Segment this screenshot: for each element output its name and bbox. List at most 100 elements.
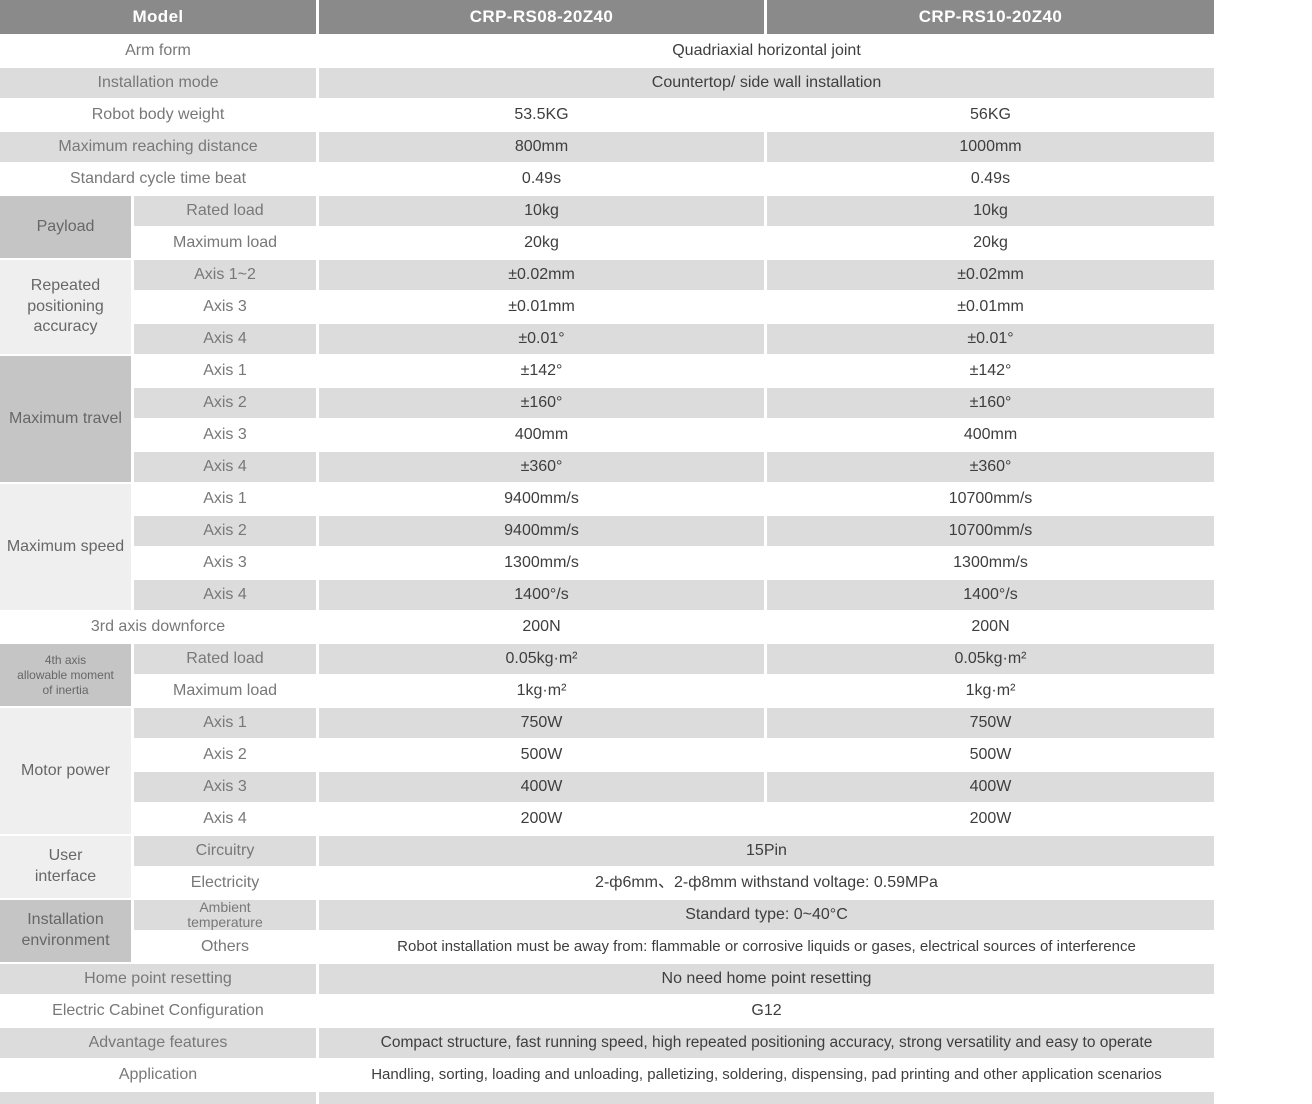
sub-label: Maximum load xyxy=(172,233,278,251)
value-span: Standard type: 0~40°C xyxy=(319,900,1214,930)
value-rs10: ±142° xyxy=(969,361,1012,379)
value-rs10: ±360° xyxy=(767,452,1214,482)
group-label-user-interface: User interface xyxy=(0,836,131,898)
value-rs08: 0.05kg·m² xyxy=(319,644,764,674)
sub-label: Axis 1 xyxy=(203,489,247,507)
value-rs10: 56KG xyxy=(970,105,1011,123)
value-rs10: 1400°/s xyxy=(767,580,1214,610)
group-label-installation-environment: Installation environment xyxy=(0,900,131,962)
group-label-maximum-travel: Maximum travel xyxy=(0,356,131,482)
value-rs10: 1000mm xyxy=(767,132,1214,162)
sub-label: Axis 4 xyxy=(203,809,247,827)
value-rs10: 1300mm/s xyxy=(953,553,1028,571)
sub-label: Axis 4 xyxy=(134,580,316,610)
value-rs08: 53.5KG xyxy=(514,105,569,123)
row-label: Installation mode xyxy=(0,68,316,98)
value-rs08: 800mm xyxy=(319,132,764,162)
value-rs10: ±0.01mm xyxy=(957,297,1024,315)
value-rs10: ±0.02mm xyxy=(767,260,1214,290)
sub-label: Axis 1 xyxy=(134,708,316,738)
value-span: Quadriaxial horizontal joint xyxy=(672,41,861,59)
header-model-cell: Model xyxy=(0,0,316,34)
value-rs08: 10kg xyxy=(319,196,764,226)
value-rs08: 1400°/s xyxy=(319,580,764,610)
value-rs10: 10700mm/s xyxy=(767,516,1214,546)
sub-label: Axis 4 xyxy=(134,452,316,482)
value-rs10: ±0.01° xyxy=(767,324,1214,354)
row-label: Home point resetting xyxy=(0,964,316,994)
partial-row-value-cell xyxy=(319,1092,1214,1104)
value-rs08: ±160° xyxy=(319,388,764,418)
value-rs10: 500W xyxy=(969,745,1012,763)
value-rs10: 1kg·m² xyxy=(965,681,1016,699)
value-rs10: 400W xyxy=(767,772,1214,802)
value-rs10: 20kg xyxy=(973,233,1008,251)
sub-label: Rated load xyxy=(134,644,316,674)
value-rs10: 0.49s xyxy=(970,169,1011,187)
value-rs08: 9400mm/s xyxy=(319,516,764,546)
group-label-repeated-positioning-accuracy: Repeated positioning accuracy xyxy=(0,260,131,354)
value-rs10: 400mm xyxy=(963,425,1018,443)
value-rs08: ±0.01° xyxy=(319,324,764,354)
sub-label: Circuitry xyxy=(134,836,316,866)
group-label-payload: Payload xyxy=(0,196,131,258)
sub-label: Ambient temperature xyxy=(134,900,316,930)
value-span: Handling, sorting, loading and unloading… xyxy=(371,1066,1162,1084)
value-rs08: 750W xyxy=(319,708,764,738)
value-rs10: 750W xyxy=(767,708,1214,738)
row-label: Maximum reaching distance xyxy=(0,132,316,162)
value-rs10: ±160° xyxy=(767,388,1214,418)
value-rs10: 0.05kg·m² xyxy=(767,644,1214,674)
value-rs08: 1300mm/s xyxy=(504,553,579,571)
group-label-maximum-speed: Maximum speed xyxy=(0,484,131,610)
sub-label: Axis 4 xyxy=(134,324,316,354)
value-rs08: ±0.01mm xyxy=(508,297,575,315)
sub-label: Axis 1~2 xyxy=(134,260,316,290)
sub-label: Axis 3 xyxy=(203,297,247,315)
sub-label: Axis 2 xyxy=(203,745,247,763)
group-label-motor-power: Motor power xyxy=(0,708,131,834)
spec-table: Model CRP-RS08-20Z40 CRP-RS10-20Z40 Arm … xyxy=(0,0,1214,1104)
value-rs08: ±0.02mm xyxy=(319,260,764,290)
value-rs08: 200N xyxy=(522,617,561,635)
value-rs08: ±142° xyxy=(520,361,563,379)
row-label: Arm form xyxy=(125,41,191,59)
value-span: Countertop/ side wall installation xyxy=(319,68,1214,98)
sub-label: Axis 1 xyxy=(203,361,247,379)
sub-label: Axis 3 xyxy=(134,772,316,802)
value-rs08: 1kg·m² xyxy=(516,681,567,699)
value-span: 2-ф6mm、2-ф8mm withstand voltage: 0.59MPa xyxy=(595,873,938,891)
value-rs08: ±360° xyxy=(319,452,764,482)
value-rs08: 9400mm/s xyxy=(504,489,579,507)
row-label: Standard cycle time beat xyxy=(69,169,247,187)
value-rs08: 400W xyxy=(319,772,764,802)
value-rs10: 10700mm/s xyxy=(948,489,1033,507)
partial-row-label-cell xyxy=(0,1092,316,1104)
row-label: Electric Cabinet Configuration xyxy=(52,1001,264,1019)
header-model-rs08: CRP-RS08-20Z40 xyxy=(319,0,764,34)
value-rs08: 20kg xyxy=(524,233,559,251)
sub-label: Axis 3 xyxy=(203,553,247,571)
sub-label: Maximum load xyxy=(172,681,278,699)
value-span: 15Pin xyxy=(319,836,1214,866)
value-span: No need home point resetting xyxy=(319,964,1214,994)
value-span: Compact structure, fast running speed, h… xyxy=(319,1028,1214,1058)
value-rs10: 10kg xyxy=(767,196,1214,226)
sub-label: Axis 2 xyxy=(134,516,316,546)
sub-label: Axis 2 xyxy=(134,388,316,418)
row-label: 3rd axis downforce xyxy=(90,617,226,635)
row-label: Application xyxy=(118,1065,198,1083)
row-label: Advantage features xyxy=(0,1028,316,1058)
value-rs10: 200N xyxy=(971,617,1010,635)
value-span: G12 xyxy=(751,1001,782,1019)
sub-label: Electricity xyxy=(190,873,260,891)
row-label: Robot body weight xyxy=(91,105,225,123)
value-rs08: 500W xyxy=(520,745,563,763)
value-rs08: 200W xyxy=(520,809,563,827)
sub-label: Others xyxy=(200,937,249,955)
sub-label: Rated load xyxy=(134,196,316,226)
value-rs10: 200W xyxy=(969,809,1012,827)
value-rs08: 400mm xyxy=(514,425,569,443)
value-span: Robot installation must be away from: fl… xyxy=(397,938,1136,956)
